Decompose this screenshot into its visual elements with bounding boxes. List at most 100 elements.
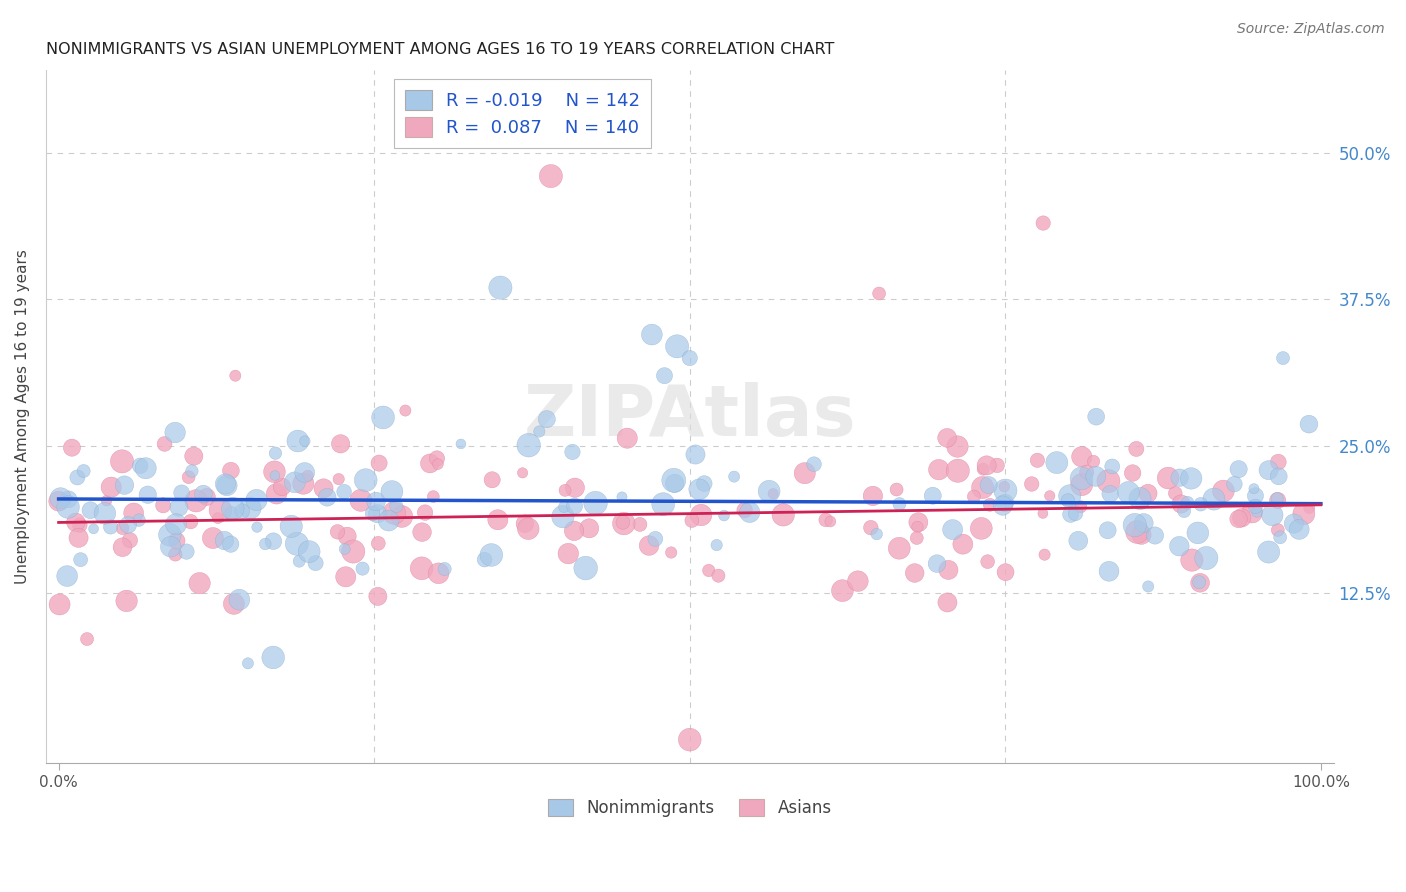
- Point: [79, 503, 101, 517]
- Point: [859, 521, 882, 535]
- Point: [450, 437, 472, 451]
- Point: [117, 517, 139, 532]
- Point: [1098, 564, 1121, 578]
- Point: [411, 561, 433, 575]
- Point: [209, 503, 232, 517]
- Point: [228, 592, 250, 607]
- Point: [1122, 466, 1144, 480]
- Point: [329, 437, 352, 451]
- Point: [159, 528, 181, 542]
- Point: [1272, 351, 1295, 365]
- Text: ZIPAtlas: ZIPAtlas: [523, 383, 856, 451]
- Point: [262, 650, 284, 665]
- Point: [575, 561, 598, 575]
- Point: [762, 486, 785, 500]
- Point: [979, 498, 1001, 512]
- Point: [557, 547, 579, 561]
- Point: [153, 437, 176, 451]
- Point: [652, 497, 675, 511]
- Point: [352, 561, 374, 575]
- Point: [1223, 477, 1246, 491]
- Point: [177, 470, 200, 484]
- Point: [183, 449, 205, 463]
- Point: [1070, 477, 1092, 491]
- Legend: Nonimmigrants, Asians: Nonimmigrants, Asians: [541, 793, 838, 824]
- Point: [214, 477, 236, 491]
- Point: [426, 457, 449, 471]
- Point: [479, 548, 502, 562]
- Point: [889, 497, 911, 511]
- Point: [292, 476, 315, 491]
- Point: [364, 494, 387, 508]
- Point: [612, 516, 634, 530]
- Point: [1168, 471, 1191, 485]
- Point: [294, 434, 316, 449]
- Point: [638, 539, 661, 553]
- Point: [1189, 497, 1212, 511]
- Point: [1164, 486, 1187, 500]
- Point: [925, 557, 948, 571]
- Point: [1132, 516, 1154, 530]
- Point: [236, 657, 259, 671]
- Point: [114, 478, 136, 492]
- Point: [411, 525, 433, 540]
- Point: [921, 489, 943, 503]
- Point: [993, 480, 1015, 494]
- Point: [263, 465, 285, 479]
- Point: [907, 515, 929, 529]
- Point: [564, 499, 586, 513]
- Point: [394, 403, 416, 417]
- Point: [111, 454, 134, 468]
- Point: [738, 505, 761, 519]
- Point: [1101, 459, 1123, 474]
- Point: [972, 481, 994, 495]
- Point: [1059, 489, 1081, 503]
- Point: [562, 524, 585, 538]
- Point: [994, 483, 1017, 498]
- Point: [664, 476, 686, 491]
- Point: [222, 597, 245, 611]
- Point: [529, 425, 551, 439]
- Point: [69, 552, 91, 566]
- Point: [219, 537, 242, 551]
- Point: [176, 544, 198, 558]
- Point: [264, 468, 287, 483]
- Point: [297, 468, 319, 483]
- Point: [1039, 489, 1062, 503]
- Point: [100, 480, 122, 494]
- Point: [994, 496, 1017, 510]
- Point: [1298, 417, 1320, 431]
- Point: [659, 545, 682, 559]
- Point: [118, 533, 141, 548]
- Point: [48, 494, 70, 508]
- Point: [184, 493, 207, 508]
- Point: [333, 542, 356, 557]
- Point: [1083, 454, 1105, 468]
- Point: [136, 488, 159, 502]
- Point: [713, 508, 735, 523]
- Point: [690, 508, 713, 522]
- Point: [361, 507, 384, 521]
- Point: [952, 537, 974, 551]
- Point: [285, 537, 308, 551]
- Point: [991, 499, 1014, 513]
- Point: [326, 524, 349, 539]
- Point: [1085, 409, 1108, 424]
- Point: [1143, 528, 1166, 542]
- Point: [67, 531, 90, 545]
- Point: [1244, 489, 1267, 503]
- Point: [195, 490, 218, 504]
- Point: [294, 466, 316, 480]
- Point: [298, 544, 321, 558]
- Point: [426, 451, 449, 466]
- Point: [201, 531, 224, 545]
- Point: [1212, 483, 1234, 498]
- Point: [427, 566, 450, 581]
- Point: [693, 476, 716, 491]
- Point: [381, 484, 404, 499]
- Point: [862, 489, 884, 503]
- Point: [889, 541, 911, 556]
- Point: [697, 564, 720, 578]
- Point: [1097, 474, 1119, 488]
- Point: [938, 563, 960, 577]
